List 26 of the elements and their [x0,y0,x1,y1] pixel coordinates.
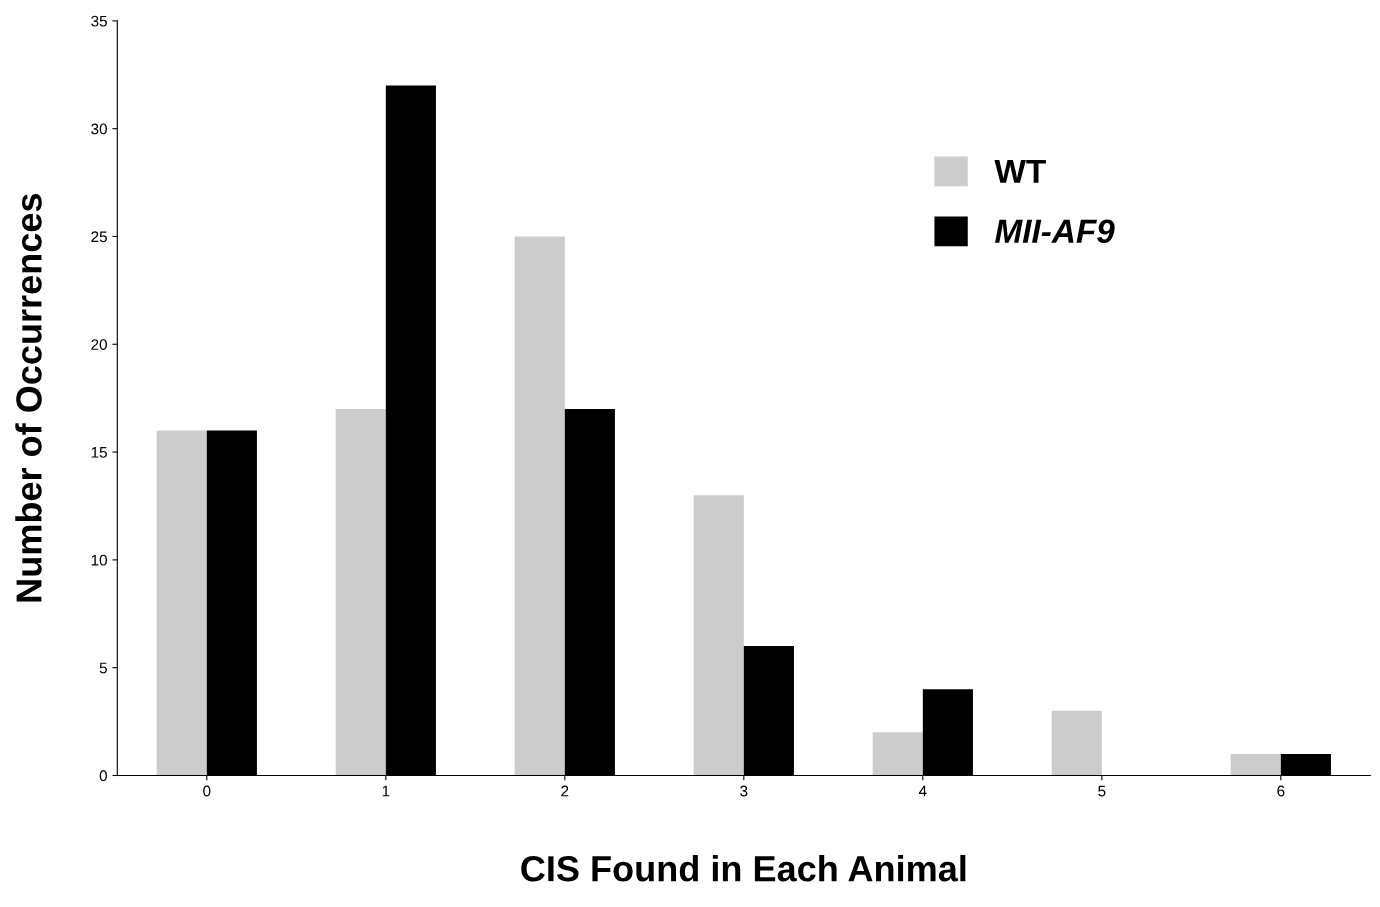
bar [514,236,565,776]
bar [693,495,744,776]
x-tick-label: 1 [382,785,390,797]
legend-label: WT [994,159,1046,183]
y-tick-label: 25 [91,231,107,243]
y-tick-label: 15 [91,447,107,458]
x-tick-label: 0 [203,785,211,797]
legend-label: MII-AF9 [995,219,1115,244]
y-tick-label: 30 [91,123,107,135]
y-tick-label: 10 [91,554,107,566]
y-tick-label: 35 [91,15,107,27]
y-tick-label: 0 [99,770,107,782]
x-tick-label: 2 [561,785,569,797]
y-tick-label: 5 [99,662,107,674]
x-tick-label: 6 [1277,785,1285,797]
bar [156,430,207,776]
y-tick-label: 20 [91,339,107,350]
x-tick-label: 5 [1098,785,1106,797]
bar [1230,753,1281,776]
x-tick-label: 3 [740,785,748,797]
bar [1051,710,1102,776]
x-tick-label: 4 [918,785,927,797]
x-axis-title: CIS Found in Each Animal [521,855,966,882]
y-axis-title: Number of Occurrences [15,193,42,602]
bar [872,732,923,776]
bar [335,408,386,776]
